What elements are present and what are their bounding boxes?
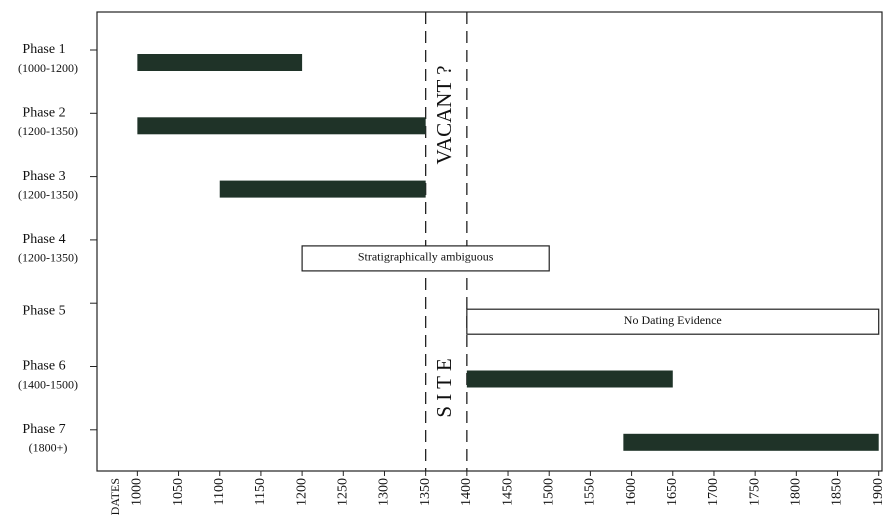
category-note: (1800+): [29, 441, 68, 455]
category-label: Phase 2: [22, 106, 65, 121]
annotation-vacant: VACANT ?: [432, 66, 456, 165]
category-label: Phase 1: [22, 42, 65, 57]
x-tick-label: 1750: [747, 478, 762, 506]
x-tick-label: 1550: [583, 478, 598, 506]
x-tick-label: 1800: [789, 478, 804, 506]
x-tick-label: 1700: [706, 478, 721, 506]
category-label: Phase 6: [22, 359, 65, 374]
category-note: (1200-1350): [18, 124, 78, 138]
range-bar: [466, 370, 673, 388]
category-note: (1200-1350): [18, 187, 78, 201]
range-bar: [219, 180, 426, 198]
x-tick-label: 1300: [377, 478, 392, 506]
category-note: (1200-1350): [18, 251, 78, 265]
annotation-site: S I T E: [432, 358, 456, 417]
x-tick-label: 1650: [665, 478, 680, 506]
x-tick-label: 1500: [541, 478, 556, 506]
x-tick-label: 1000: [130, 478, 145, 506]
x-tick-label: 1200: [294, 478, 309, 506]
category-note: (1000-1200): [18, 61, 78, 75]
x-tick-label: 1050: [171, 478, 186, 506]
range-box-label: Stratigraphically ambiguous: [358, 250, 494, 264]
range-bar: [623, 433, 879, 451]
category-note: (1400-1500): [18, 377, 78, 391]
range-box-label: No Dating Evidence: [624, 313, 722, 327]
x-tick-label: 1450: [500, 478, 515, 506]
plot-frame: [96, 11, 883, 472]
x-tick-label: 1350: [418, 478, 433, 506]
range-bar: [137, 54, 303, 71]
category-label: Phase 4: [22, 232, 65, 247]
range-bar: [137, 117, 426, 135]
x-tick-label: 1100: [212, 478, 227, 505]
range-box: [301, 245, 550, 272]
x-tick-label: 1900: [871, 478, 883, 506]
range-box: [466, 308, 880, 335]
category-label: Phase 3: [22, 169, 65, 184]
x-tick-label: 1600: [624, 478, 639, 506]
x-tick-label: 1850: [830, 478, 845, 506]
x-tick-label: 1150: [253, 478, 268, 505]
x-axis-label: DATES: [108, 478, 122, 515]
x-tick-label: 1400: [459, 478, 474, 506]
x-tick-label: 1250: [336, 478, 351, 506]
category-label: Phase 5: [22, 303, 65, 318]
category-label: Phase 7: [22, 422, 65, 437]
